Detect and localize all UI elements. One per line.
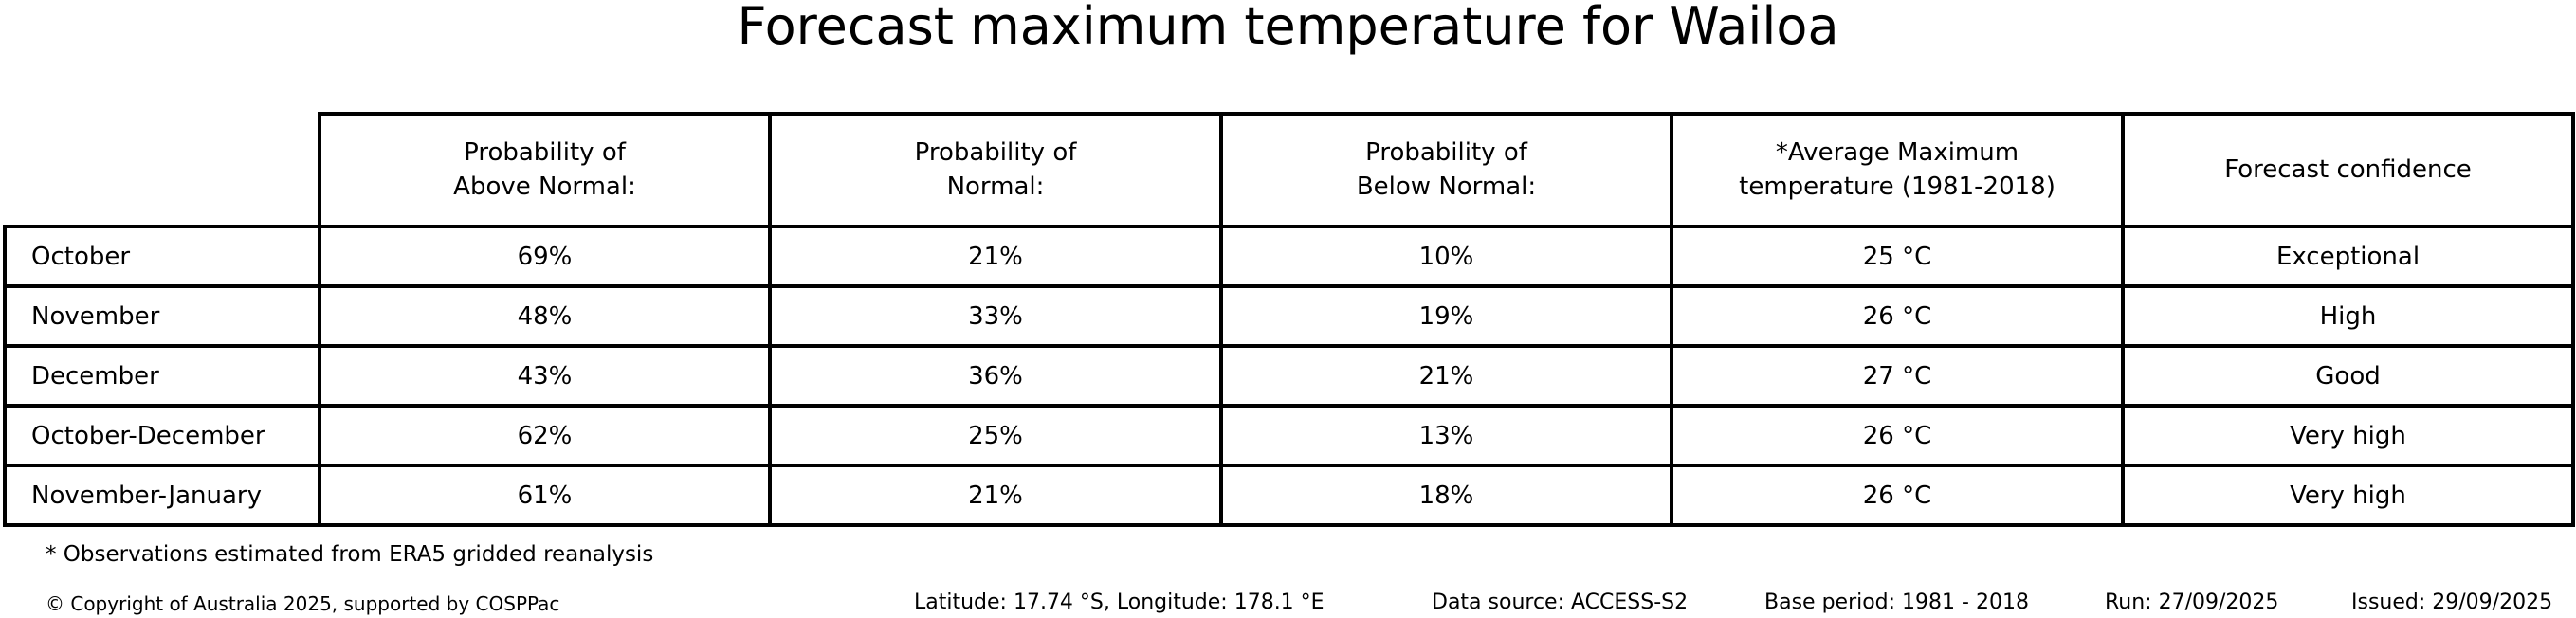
copyright-text: © Copyright of Australia 2025, supported… xyxy=(46,592,560,615)
header-below-normal: Probability of Below Normal: xyxy=(1219,112,1673,228)
table-cell: 26 °C xyxy=(1670,464,2125,527)
table-cell: 36% xyxy=(768,344,1223,408)
table-cell: 43% xyxy=(318,344,772,408)
era5-footnote: * Observations estimated from ERA5 gridd… xyxy=(46,542,654,567)
row-label: October-December xyxy=(3,404,321,467)
table-cell: 61% xyxy=(318,464,772,527)
table-cell: Very high xyxy=(2121,404,2575,467)
table-row: November-January 61% 21% 18% 26 °C Very … xyxy=(3,464,2575,527)
table-cell: 19% xyxy=(1219,284,1673,348)
table-cell: 33% xyxy=(768,284,1223,348)
table-row: October-December 62% 25% 13% 26 °C Very … xyxy=(3,404,2575,467)
issued-date-text: Issued: 29/09/2025 xyxy=(2351,591,2553,614)
table-cell: 69% xyxy=(318,225,772,288)
table-cell: Good xyxy=(2121,344,2575,408)
table-cell: 21% xyxy=(768,225,1223,288)
page-title: Forecast maximum temperature for Wailoa xyxy=(737,0,1839,56)
table-cell: 13% xyxy=(1219,404,1673,467)
table-row: October 69% 21% 10% 25 °C Exceptional xyxy=(3,225,2575,288)
corner-cell xyxy=(5,114,320,227)
header-avg-max-temp: *Average Maximum temperature (1981-2018) xyxy=(1670,112,2125,228)
table-cell: 27 °C xyxy=(1670,344,2125,408)
row-label: December xyxy=(3,344,321,408)
run-date-text: Run: 27/09/2025 xyxy=(2105,591,2279,614)
table-row: November 48% 33% 19% 26 °C High xyxy=(3,284,2575,348)
table-cell: 26 °C xyxy=(1670,404,2125,467)
table-cell: Exceptional xyxy=(2121,225,2575,288)
header-row: Probability of Above Normal: Probability… xyxy=(5,112,2575,228)
header-normal: Probability of Normal: xyxy=(768,112,1223,228)
table-cell: 18% xyxy=(1219,464,1673,527)
table-cell: High xyxy=(2121,284,2575,348)
forecast-table: Probability of Above Normal: Probability… xyxy=(3,112,2575,527)
row-label: October xyxy=(3,225,321,288)
table-cell: 26 °C xyxy=(1670,284,2125,348)
header-above-normal: Probability of Above Normal: xyxy=(318,112,772,228)
data-source-text: Data source: ACCESS-S2 xyxy=(1432,591,1689,614)
base-period-text: Base period: 1981 - 2018 xyxy=(1764,591,2029,614)
table-cell: 21% xyxy=(1219,344,1673,408)
table-cell: Very high xyxy=(2121,464,2575,527)
row-label: November-January xyxy=(3,464,321,527)
header-forecast-confidence: Forecast confidence xyxy=(2121,112,2575,228)
table-cell: 48% xyxy=(318,284,772,348)
table-cell: 21% xyxy=(768,464,1223,527)
table-cell: 25 °C xyxy=(1670,225,2125,288)
table-cell: 25% xyxy=(768,404,1223,467)
latitude-longitude-text: Latitude: 17.74 °S, Longitude: 178.1 °E xyxy=(914,591,1325,614)
row-label: November xyxy=(3,284,321,348)
table-row: December 43% 36% 21% 27 °C Good xyxy=(3,344,2575,408)
table-cell: 62% xyxy=(318,404,772,467)
table-cell: 10% xyxy=(1219,225,1673,288)
